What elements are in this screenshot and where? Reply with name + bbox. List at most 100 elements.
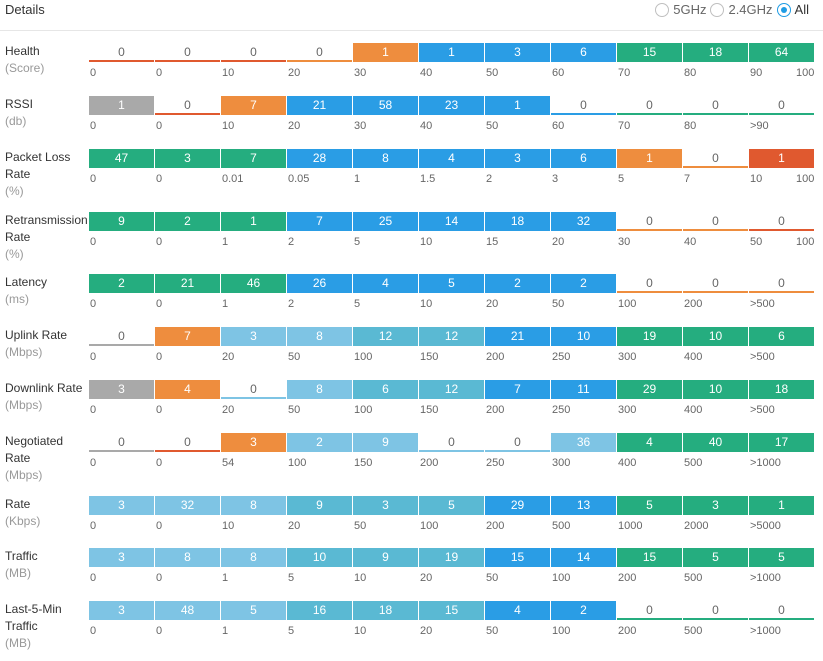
distribution-segment[interactable]: 4 [419, 149, 484, 168]
distribution-segment[interactable]: 32 [155, 496, 220, 515]
distribution-segment[interactable]: 0 [287, 43, 352, 62]
distribution-segment[interactable]: 14 [551, 548, 616, 567]
distribution-segment[interactable]: 6 [749, 327, 814, 346]
distribution-segment[interactable]: 0 [749, 274, 814, 293]
distribution-segment[interactable]: 18 [683, 43, 748, 62]
distribution-segment[interactable]: 9 [89, 212, 154, 231]
distribution-segment[interactable]: 2 [551, 274, 616, 293]
distribution-segment[interactable]: 8 [221, 548, 286, 567]
distribution-segment[interactable]: 32 [551, 212, 616, 231]
distribution-segment[interactable]: 5 [221, 601, 286, 620]
radio-all[interactable]: All [776, 2, 809, 17]
distribution-segment[interactable]: 7 [155, 327, 220, 346]
distribution-segment[interactable]: 2 [287, 433, 352, 452]
distribution-segment[interactable]: 0 [221, 380, 286, 399]
distribution-segment[interactable]: 1 [617, 149, 682, 168]
radio-5ghz[interactable]: 5GHz [655, 2, 706, 17]
distribution-segment[interactable]: 8 [287, 380, 352, 399]
distribution-segment[interactable]: 13 [551, 496, 616, 515]
distribution-segment[interactable]: 2 [485, 274, 550, 293]
distribution-segment[interactable]: 18 [749, 380, 814, 399]
distribution-segment[interactable]: 14 [419, 212, 484, 231]
distribution-segment[interactable]: 1 [221, 212, 286, 231]
distribution-segment[interactable]: 0 [89, 327, 154, 346]
distribution-segment[interactable]: 7 [287, 212, 352, 231]
distribution-segment[interactable]: 15 [617, 548, 682, 567]
distribution-segment[interactable]: 3 [221, 327, 286, 346]
distribution-segment[interactable]: 7 [221, 149, 286, 168]
distribution-segment[interactable]: 6 [551, 43, 616, 62]
distribution-segment[interactable]: 6 [353, 380, 418, 399]
radio-2-4ghz[interactable]: 2.4GHz [710, 2, 773, 17]
radio-all-label[interactable]: All [794, 2, 809, 17]
distribution-segment[interactable]: 3 [89, 496, 154, 515]
distribution-segment[interactable]: 21 [155, 274, 220, 293]
distribution-segment[interactable]: 0 [683, 274, 748, 293]
distribution-segment[interactable]: 29 [617, 380, 682, 399]
distribution-segment[interactable]: 12 [419, 327, 484, 346]
distribution-segment[interactable]: 5 [419, 496, 484, 515]
distribution-segment[interactable]: 10 [551, 327, 616, 346]
distribution-segment[interactable]: 12 [419, 380, 484, 399]
distribution-segment[interactable]: 17 [749, 433, 814, 452]
radio-2-4ghz-label[interactable]: 2.4GHz [728, 2, 773, 17]
distribution-segment[interactable]: 3 [155, 149, 220, 168]
distribution-segment[interactable]: 0 [683, 212, 748, 231]
distribution-segment[interactable]: 0 [617, 212, 682, 231]
distribution-segment[interactable]: 3 [353, 496, 418, 515]
distribution-segment[interactable]: 9 [353, 433, 418, 452]
radio-5ghz-circle-icon[interactable] [655, 2, 670, 17]
distribution-segment[interactable]: 0 [617, 601, 682, 620]
distribution-segment[interactable]: 5 [749, 548, 814, 567]
distribution-segment[interactable]: 0 [485, 433, 550, 452]
distribution-segment[interactable]: 1 [353, 43, 418, 62]
distribution-segment[interactable]: 2 [551, 601, 616, 620]
distribution-segment[interactable]: 9 [353, 548, 418, 567]
distribution-segment[interactable]: 9 [287, 496, 352, 515]
radio-5ghz-label[interactable]: 5GHz [673, 2, 707, 17]
distribution-segment[interactable]: 0 [683, 601, 748, 620]
distribution-segment[interactable]: 0 [683, 96, 748, 115]
distribution-segment[interactable]: 58 [353, 96, 418, 115]
distribution-segment[interactable]: 29 [485, 496, 550, 515]
distribution-segment[interactable]: 7 [221, 96, 286, 115]
distribution-segment[interactable]: 5 [683, 548, 748, 567]
distribution-segment[interactable]: 47 [89, 149, 154, 168]
distribution-segment[interactable]: 15 [485, 548, 550, 567]
distribution-segment[interactable]: 21 [287, 96, 352, 115]
distribution-segment[interactable]: 25 [353, 212, 418, 231]
distribution-segment[interactable]: 5 [617, 496, 682, 515]
distribution-segment[interactable]: 0 [617, 96, 682, 115]
distribution-segment[interactable]: 1 [749, 149, 814, 168]
distribution-segment[interactable]: 8 [155, 548, 220, 567]
distribution-segment[interactable]: 3 [221, 433, 286, 452]
distribution-segment[interactable]: 40 [683, 433, 748, 452]
distribution-segment[interactable]: 4 [353, 274, 418, 293]
distribution-segment[interactable]: 16 [287, 601, 352, 620]
distribution-segment[interactable]: 19 [617, 327, 682, 346]
distribution-segment[interactable]: 18 [485, 212, 550, 231]
distribution-segment[interactable]: 15 [617, 43, 682, 62]
distribution-segment[interactable]: 21 [485, 327, 550, 346]
distribution-segment[interactable]: 0 [89, 43, 154, 62]
distribution-segment[interactable]: 19 [419, 548, 484, 567]
radio-2-4ghz-circle-icon[interactable] [710, 2, 725, 17]
distribution-segment[interactable]: 0 [419, 433, 484, 452]
distribution-segment[interactable]: 8 [287, 327, 352, 346]
distribution-segment[interactable]: 0 [749, 601, 814, 620]
distribution-segment[interactable]: 6 [551, 149, 616, 168]
distribution-segment[interactable]: 10 [683, 380, 748, 399]
distribution-segment[interactable]: 1 [419, 43, 484, 62]
distribution-segment[interactable]: 0 [155, 43, 220, 62]
distribution-segment[interactable]: 28 [287, 149, 352, 168]
distribution-segment[interactable]: 8 [353, 149, 418, 168]
distribution-segment[interactable]: 46 [221, 274, 286, 293]
distribution-segment[interactable]: 4 [617, 433, 682, 452]
distribution-segment[interactable]: 3 [89, 548, 154, 567]
distribution-segment[interactable]: 0 [683, 149, 748, 168]
distribution-segment[interactable]: 0 [617, 274, 682, 293]
distribution-segment[interactable]: 3 [683, 496, 748, 515]
distribution-segment[interactable]: 4 [155, 380, 220, 399]
distribution-segment[interactable]: 10 [287, 548, 352, 567]
distribution-segment[interactable]: 3 [89, 380, 154, 399]
